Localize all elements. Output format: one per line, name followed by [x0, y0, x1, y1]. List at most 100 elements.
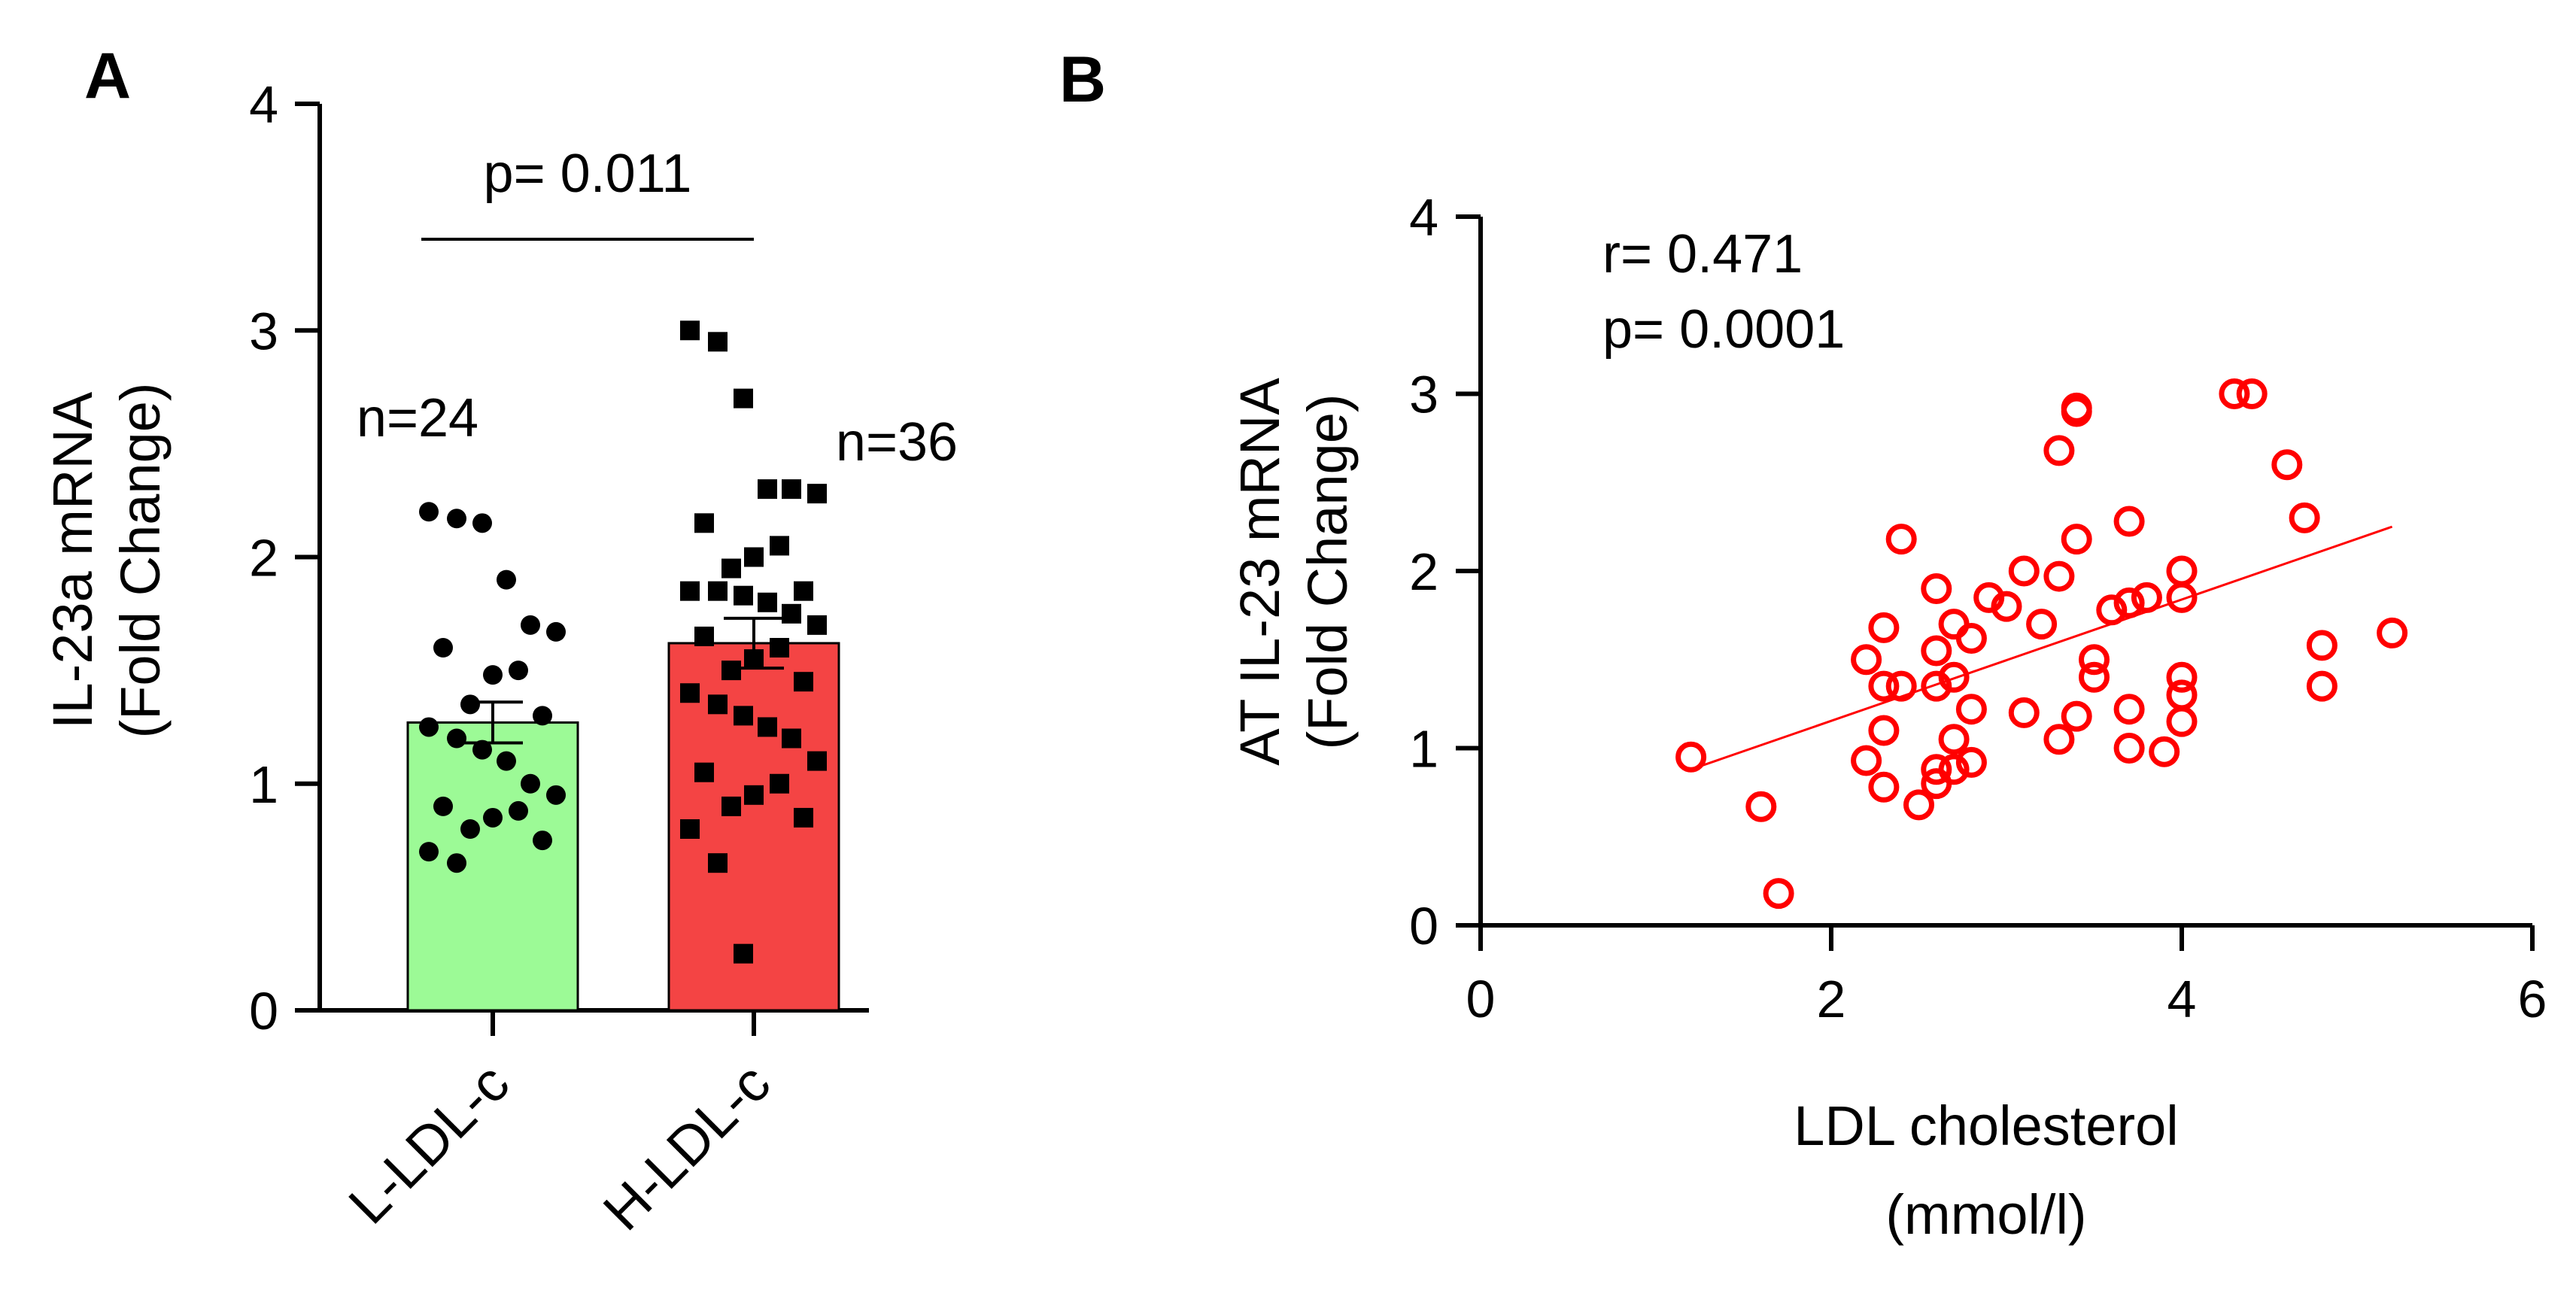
panel-a-n-label: n=36: [836, 412, 958, 472]
panel-a-point-low: [419, 502, 439, 522]
panel-b-scatter-point: [2079, 644, 2110, 676]
panel-b-scatter-point: [2166, 582, 2198, 613]
panel-b-scatter-point: [1868, 771, 1900, 803]
panel-a-point-low: [472, 513, 492, 533]
panel-a-data-points: [419, 320, 827, 964]
panel-a-letter: A: [84, 40, 131, 112]
panel-b-scatter-point: [1885, 670, 1917, 702]
panel-a-point-high: [794, 672, 813, 692]
panel-a-point-low: [433, 638, 453, 658]
panel-b-data-points: [1675, 378, 2408, 910]
panel-a-y-title-line-2: (Fold Change): [109, 382, 172, 738]
panel-a-point-low: [433, 796, 453, 816]
panel-b-scatter-point: [1885, 524, 1917, 555]
panel-a-point-low: [497, 569, 516, 590]
panel-a-y-tick-label: 3: [249, 302, 278, 360]
panel-b-scatter-point: [1973, 582, 2005, 613]
panel-b-scatter-point: [1868, 670, 1900, 702]
panel-b-fit-line: [1690, 525, 2393, 771]
panel-b-x-tick-label: 0: [1466, 970, 1496, 1028]
panel-a-point-high: [758, 717, 777, 737]
panel-b-scatter-point: [2043, 724, 2075, 755]
panel-b-x-tick-label: 2: [1817, 970, 1846, 1028]
panel-a-point-high: [770, 638, 789, 658]
panel-b-scatter-point: [2113, 733, 2145, 764]
panel-a-point-low: [419, 717, 439, 737]
panel-a-point-high: [694, 762, 714, 782]
panel-b-scatter-point: [1921, 670, 1952, 702]
panel-a-point-high: [694, 626, 714, 646]
panel-a-point-high: [694, 513, 714, 533]
panel-b-scatter-point: [2008, 555, 2040, 587]
panel-a-point-low: [447, 509, 466, 529]
panel-b-scatter-point: [1991, 591, 2022, 622]
panel-b-scatter-point: [1955, 622, 1987, 654]
panel-a-point-low: [460, 819, 480, 839]
panel-a-point-high: [744, 547, 764, 567]
panel-a-point-low: [509, 800, 528, 821]
panel-a-point-high: [734, 585, 753, 606]
panel-a-point-high: [680, 819, 700, 839]
panel-a-point-high: [782, 728, 801, 749]
panel-a-x-tick-labels: L-LDL-c H-LDL-c: [337, 1010, 782, 1242]
panel-b-r-value: r= 0.471: [1602, 224, 1803, 284]
panel-b-scatter-point: [2008, 697, 2040, 728]
panel-b-scatter-point: [2061, 396, 2092, 427]
panel-a-point-high: [680, 320, 700, 341]
panel-b-scatter-point: [1745, 791, 1777, 822]
panel-b-scatter-point: [1921, 635, 1952, 667]
panel-a-point-high: [734, 706, 753, 726]
panel-b-scatter-point: [1763, 878, 1794, 910]
panel-b-scatter-point: [2271, 449, 2303, 481]
panel-b-x-tick-label: 6: [2518, 970, 2547, 1028]
panel-a-point-high: [680, 683, 700, 703]
panel-a-point-low: [533, 706, 552, 726]
panel-b-scatter-point: [1955, 746, 1987, 778]
panel-a-point-high: [807, 615, 827, 635]
panel-a-point-high: [744, 649, 764, 670]
panel-b-scatter-point: [1938, 609, 1970, 640]
panel-a-y-tick-label: 4: [249, 75, 278, 134]
panel-b-y-tick-label: 0: [1409, 897, 1438, 955]
panel-b-y-title-line-1: AT IL-23 mRNA: [1229, 378, 1291, 766]
panel-b-y-tick-label: 2: [1409, 542, 1438, 601]
panel-b-scatter-point: [2113, 694, 2145, 725]
panel-b-scatter-point: [2166, 679, 2198, 711]
panel-a-point-low: [483, 665, 503, 685]
panel-a-category-label: L-LDL-c: [337, 1052, 521, 1236]
panel-b-scatter-point: [1903, 789, 1934, 821]
panel-a-point-low: [521, 615, 540, 635]
panel-a-y-ticks: 0 1 2 3 4: [249, 75, 320, 1040]
panel-a-category-label: H-LDL-c: [591, 1052, 782, 1242]
panel-b-scatter-point: [1955, 694, 1987, 725]
panel-a-point-low: [509, 661, 528, 681]
panel-b-x-title-line-2: (mmol/l): [1885, 1183, 2086, 1246]
panel-a-point-low: [546, 621, 566, 642]
panel-b-scatter-point: [1938, 754, 1970, 785]
panel-b-letter: B: [1059, 44, 1106, 116]
panel-a-point-high: [807, 751, 827, 771]
panel-a-point-high: [770, 536, 789, 556]
panel-a-point-high: [721, 558, 741, 579]
panel-a-n-labels: n=24 n=36: [357, 388, 958, 472]
panel-a-y-title-line-1: IL-23a mRNA: [41, 391, 104, 729]
panel-b-scatter-point: [2096, 594, 2128, 626]
panel-b-x-tick-label: 4: [2167, 970, 2197, 1028]
panel-b-scatter-point: [2289, 502, 2320, 533]
panel-b-y-tick-label: 1: [1409, 720, 1438, 779]
panel-a-point-low: [447, 853, 466, 873]
panel-b-x-title-line-1: LDL cholesterol: [1794, 1095, 2178, 1157]
panel-b-scatter-point: [2043, 560, 2075, 592]
panel-b-scatter-point: [2306, 630, 2338, 661]
panel-a-point-high: [744, 785, 764, 805]
panel-b-y-tick-label: 4: [1409, 188, 1438, 247]
panel-a-y-tick-label: 2: [249, 529, 278, 588]
panel-a-point-low: [533, 831, 552, 851]
panel-a-point-high: [680, 581, 700, 601]
panel-b-scatter-point: [2043, 435, 2075, 466]
panel-a-point-high: [794, 581, 813, 601]
panel-b-p-value: p= 0.0001: [1602, 299, 1845, 360]
panel-a-point-high: [708, 332, 728, 352]
panel-a-point-high: [708, 581, 728, 601]
panel-a-point-high: [770, 773, 789, 794]
